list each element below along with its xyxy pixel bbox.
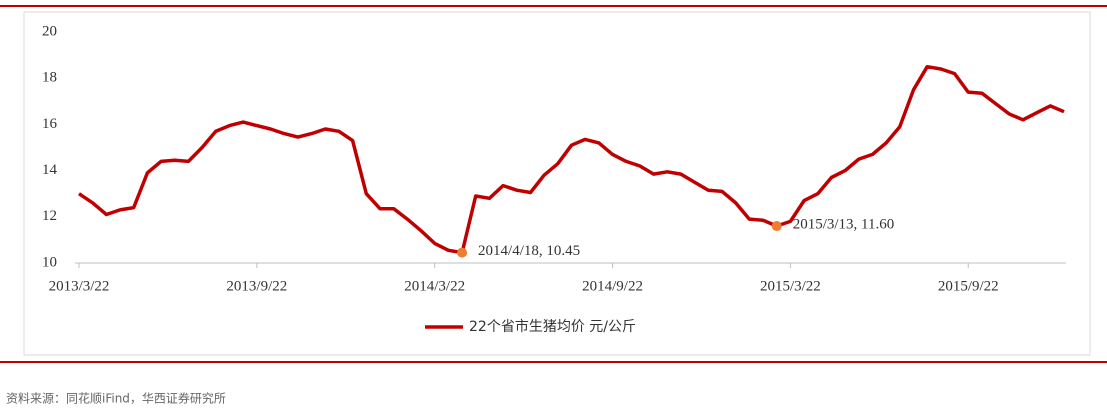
x-tick-label: 2013/9/22 [226, 278, 287, 294]
y-tick-label: 16 [42, 116, 58, 132]
x-tick-label: 2013/3/22 [49, 278, 110, 294]
series-line [78, 64, 1065, 255]
legend-label: 22个省市生猪均价 元/公斤 [469, 318, 636, 335]
source-note: 资料来源：同花顺iFind，华西证券研究所 [6, 391, 226, 406]
y-tick-label: 20 [42, 23, 57, 39]
y-tick-label: 14 [42, 162, 58, 178]
annotation-label: 2015/3/13, 11.60 [793, 216, 895, 232]
y-tick-label: 12 [42, 208, 57, 224]
annotation-marker [457, 247, 468, 258]
x-tick-label: 2015/9/22 [938, 278, 999, 294]
x-tick-label: 2014/9/22 [582, 278, 643, 294]
y-tick-label: 10 [42, 254, 57, 270]
x-tick-label: 2015/3/22 [760, 278, 821, 294]
x-tick-label: 2014/3/22 [404, 278, 465, 294]
annotation-label: 2014/4/18, 10.45 [478, 243, 580, 259]
annotation-marker [771, 221, 782, 232]
frame [23, 11, 1091, 356]
y-tick-label: 18 [42, 70, 57, 86]
